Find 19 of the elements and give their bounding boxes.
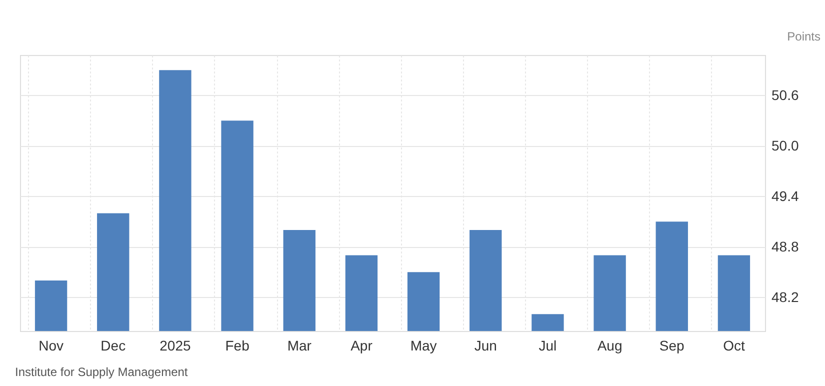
x-tick-label: May bbox=[410, 338, 437, 354]
x-tick-label: Apr bbox=[350, 338, 373, 354]
x-tick-label: Aug bbox=[597, 338, 622, 354]
y-tick-label: 48.2 bbox=[772, 288, 799, 305]
y-tick-label: 49.4 bbox=[772, 188, 799, 204]
x-tick-label: Mar bbox=[287, 338, 312, 354]
y-tick-label: 48.8 bbox=[772, 238, 799, 254]
y-tick-label: 50.6 bbox=[772, 86, 799, 103]
text: Institute for Supply Management bbox=[15, 365, 188, 379]
x-tick-label: Oct bbox=[723, 338, 745, 354]
x-tick-label: Jul bbox=[538, 338, 557, 354]
x-tick-label: Feb bbox=[225, 338, 250, 354]
y-axis-title: Points bbox=[787, 30, 820, 44]
x-tick-label: 2025 bbox=[160, 338, 191, 354]
x-tick-label: Dec bbox=[100, 338, 126, 354]
x-tick-label: Nov bbox=[38, 338, 64, 354]
y-tick-label: 50.0 bbox=[772, 137, 799, 154]
x-tick-label: Jun bbox=[474, 338, 497, 354]
x-tick-label: Sep bbox=[659, 338, 685, 354]
